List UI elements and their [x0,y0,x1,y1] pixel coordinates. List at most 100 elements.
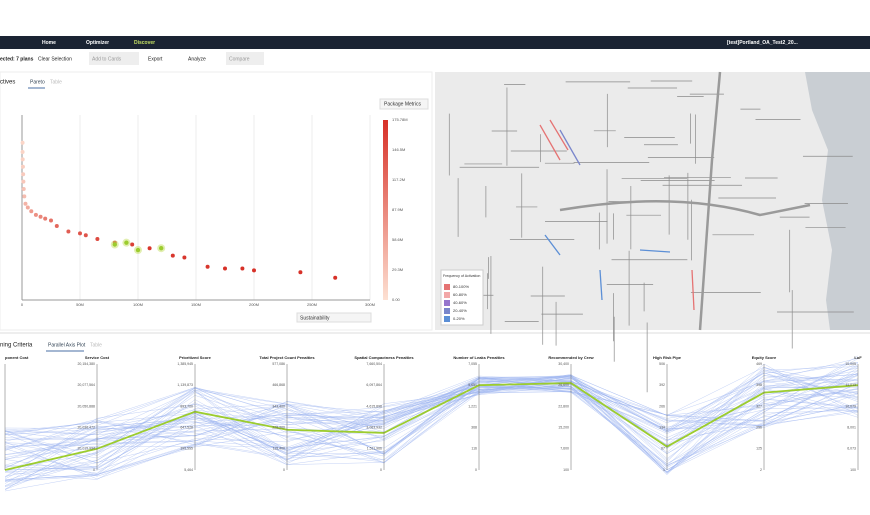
scatter-point[interactable] [23,201,28,206]
selected-point[interactable] [135,247,141,253]
axis-tick-label: 15,200 [558,426,569,430]
axis-tick-label: 1 [663,468,665,472]
pipe [599,269,603,301]
scatter-point[interactable] [49,218,53,223]
scatter-point[interactable] [240,266,245,271]
scatter-point[interactable] [147,246,152,251]
tab[interactable]: Pareto [30,79,45,85]
scatter-point[interactable] [54,224,59,228]
scatter-point[interactable] [95,236,100,241]
toolbar-button[interactable]: Export [148,56,163,62]
plan-line [4,370,859,473]
plan-line [5,373,859,473]
scatter-point[interactable] [21,172,26,177]
tab[interactable]: Table [50,79,62,85]
toolbar-button[interactable]: Compare [229,56,250,62]
plan-line [4,358,859,471]
scatter-point[interactable] [83,233,88,238]
plan-line [4,376,859,473]
scatter-point[interactable] [20,150,25,154]
selected-point[interactable] [112,242,118,247]
plan-line [4,378,859,469]
scatter-point[interactable] [223,266,227,271]
scatter-point[interactable] [38,214,43,219]
scatter-point[interactable] [43,216,48,221]
scatter-point[interactable] [33,212,38,217]
x-tick-label: 200M [249,302,259,307]
panel-title: ctives [0,80,15,86]
nav-item[interactable]: Home [42,40,56,46]
nav-item[interactable]: Discover [134,40,155,46]
dropdown[interactable] [296,312,372,323]
axis-tick-label: 577,086 [272,362,285,366]
scatter-point[interactable] [66,229,71,234]
axis-tick-label: 20,077,564 [77,383,95,387]
scatter-point[interactable] [21,179,26,184]
legend-label: 40-60% [453,300,467,305]
axis-tick-label: 20,050,888 [77,404,95,408]
axis-tick-label: 228,200 [272,426,285,430]
axis-tick-label: 0 [475,468,477,472]
nav-item[interactable]: Optimizer [86,40,109,46]
tab[interactable]: Table [90,342,102,348]
colorbar-label: 117.2M [392,177,405,182]
scatter-point[interactable] [20,164,25,169]
toolbar-button[interactable]: Clear Selection [38,56,72,62]
scatter-point[interactable] [20,140,25,145]
pipe [539,124,561,161]
axis-tick-label: 3,063,932 [366,426,382,430]
axis-tick-label: 100 [563,468,569,472]
scatter-point[interactable] [205,264,210,269]
scatter-point[interactable] [170,253,175,258]
toolbar-button[interactable]: Analyze [188,56,206,62]
scatter-point[interactable] [25,205,30,210]
axis-name: ponent Cost [5,355,29,360]
scatter-point[interactable] [20,157,25,162]
navbar [0,36,870,49]
x-tick-label: 150M [191,302,201,307]
scatter-point[interactable] [29,209,34,214]
axis-name: Recommended by Crew [548,355,594,360]
scatter-point[interactable] [182,255,187,260]
dropdown[interactable] [379,98,429,110]
colorbar [383,120,388,300]
legend-swatch [444,284,450,290]
plan-line [4,376,859,480]
scatter-point[interactable] [21,187,26,191]
panel-title: ning Criteria [0,343,33,349]
axis-name: Spatial Compactness Penalties [354,355,414,360]
x-tick-label: 0 [21,302,24,307]
axis-tick-label: 1,385,945 [177,362,193,366]
plan-line [4,371,859,454]
toolbar-button[interactable]: Add to Cards [92,56,122,62]
color-metric: Package Metrics [384,101,421,107]
scatter-point[interactable] [130,242,135,247]
button-bg[interactable] [226,52,264,65]
scatter-point[interactable] [78,231,82,236]
highway [698,71,722,331]
axis-tick-label: 7,600 [560,447,569,451]
legend-label: 20-40% [453,308,467,313]
scatter-point[interactable] [333,275,338,280]
selected-plan [4,382,859,471]
selected-point[interactable] [124,240,129,245]
tab[interactable]: Parallel Axis Plot [48,342,86,348]
x-metric: Sustainability [300,315,330,321]
selected-point[interactable] [159,246,164,251]
axis-tick-label: 398 [756,383,762,387]
button-bg[interactable] [89,52,139,65]
scatter-point[interactable] [22,194,27,199]
legend-label: 0-20% [453,316,465,321]
objectives-panel [0,71,433,331]
axis-tick-label: 5,651 [468,383,477,387]
pipe [691,269,695,311]
colorbar-label: 175.78M [392,117,408,122]
plan-line [4,381,859,465]
legend-swatch [444,300,450,306]
axis-tick-label: 343,400 [272,404,285,408]
scatter-point[interactable] [252,268,256,273]
axis-tick-label: 125 [756,447,762,451]
axis-tick-label: 26,600 [558,383,569,387]
scatter-point[interactable] [298,270,303,275]
